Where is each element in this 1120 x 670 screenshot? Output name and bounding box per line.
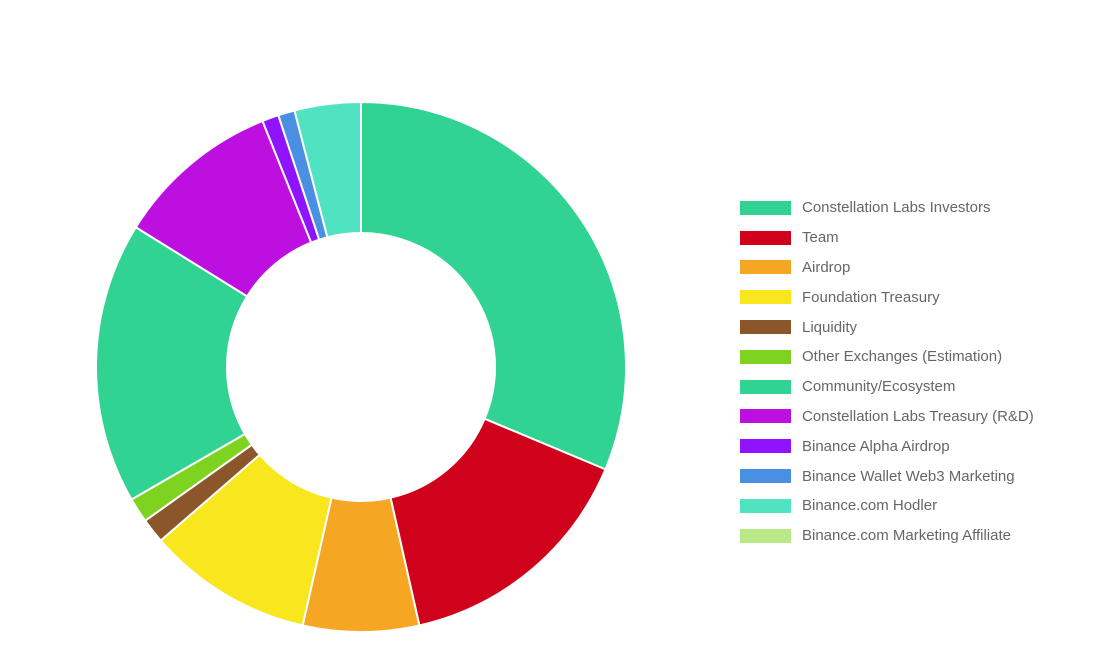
legend-swatch: [740, 320, 791, 335]
legend-swatch: [740, 528, 791, 543]
legend-swatch: [740, 230, 791, 245]
legend-label: Foundation Treasury: [802, 288, 940, 306]
legend-label: Binance.com Marketing Affiliate: [802, 527, 1011, 545]
slice-binance-com-hodler[interactable]: [293, 100, 362, 239]
legend-label: Other Exchanges (Estimation): [802, 348, 1003, 366]
legend-swatch: [740, 439, 791, 454]
chart-legend: Constellation Labs Investors Team Airdrop F…: [740, 193, 1100, 551]
legend-item-airdrop[interactable]: Airdrop: [740, 253, 1100, 283]
legend-item-other-exchanges-estimation[interactable]: Other Exchanges (Estimation): [740, 342, 1100, 372]
legend-label: Binance Alpha Airdrop: [802, 437, 950, 455]
legend-swatch: [740, 379, 791, 394]
legend-item-foundation-treasury[interactable]: Foundation Treasury: [740, 282, 1100, 312]
legend-label: Binance.com Hodler: [802, 497, 938, 515]
legend-item-binance-com-hodler[interactable]: Binance.com Hodler: [740, 491, 1100, 521]
legend-label: Liquidity: [802, 318, 858, 336]
slice-community-ecosystem[interactable]: [95, 225, 249, 501]
legend-item-binance-wallet-web3-marketing[interactable]: Binance Wallet Web3 Marketing: [740, 461, 1100, 491]
legend-label: Team: [802, 229, 839, 247]
chart-slices: [95, 100, 627, 633]
legend-swatch: [740, 498, 791, 513]
legend-label: Airdrop: [802, 258, 851, 276]
legend-item-constellation-labs-treasury-r-d[interactable]: Constellation Labs Treasury (R&D): [740, 402, 1100, 432]
legend-swatch: [740, 409, 791, 424]
legend-swatch: [740, 349, 791, 364]
slice-team[interactable]: [389, 417, 607, 627]
legend-item-binance-alpha-airdrop[interactable]: Binance Alpha Airdrop: [740, 431, 1100, 461]
legend-swatch: [740, 200, 791, 215]
legend-label: Constellation Labs Treasury (R&D): [802, 407, 1034, 425]
legend-item-community-ecosystem[interactable]: Community/Ecosystem: [740, 372, 1100, 402]
legend-swatch: [740, 290, 791, 305]
legend-item-team[interactable]: Team: [740, 223, 1100, 253]
slice-constellation-labs-investors[interactable]: [360, 100, 627, 471]
legend-item-binance-com-marketing-affiliate[interactable]: Binance.com Marketing Affiliate: [740, 521, 1100, 551]
legend-label: Binance Wallet Web3 Marketing: [802, 467, 1015, 485]
legend-label: Constellation Labs Investors: [802, 199, 991, 217]
legend-swatch: [740, 260, 791, 275]
legend-item-liquidity[interactable]: Liquidity: [740, 312, 1100, 342]
legend-swatch: [740, 469, 791, 484]
legend-item-constellation-labs-investors[interactable]: Constellation Labs Investors: [740, 193, 1100, 223]
legend-label: Community/Ecosystem: [802, 378, 956, 396]
